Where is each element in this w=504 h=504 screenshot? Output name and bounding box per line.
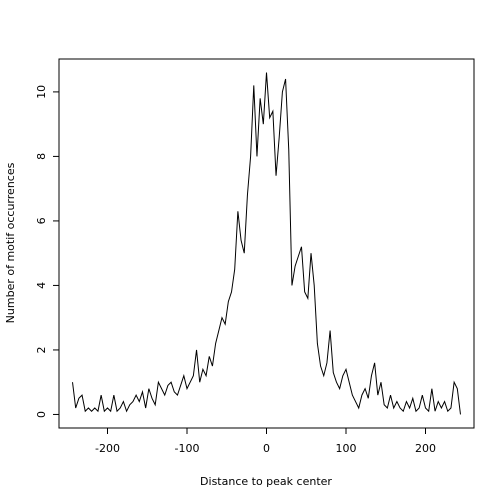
y-tick-label: 6 — [35, 217, 48, 224]
y-tick-label: 8 — [35, 153, 48, 160]
x-axis-label: Distance to peak center — [200, 475, 332, 488]
x-tick-label: 0 — [263, 442, 270, 455]
data-line — [72, 72, 461, 415]
y-tick-label: 10 — [35, 85, 48, 99]
plot-box — [58, 58, 475, 429]
x-tick-label: -200 — [95, 442, 120, 455]
y-tick-label: 4 — [35, 282, 48, 289]
y-tick-label: 2 — [35, 346, 48, 353]
x-tick-label: 100 — [336, 442, 357, 455]
x-tick-label: -100 — [175, 442, 200, 455]
y-axis-label: Number of motif occurrences — [4, 162, 17, 323]
x-tick-label: 200 — [415, 442, 436, 455]
y-tick-label: 0 — [35, 411, 48, 418]
